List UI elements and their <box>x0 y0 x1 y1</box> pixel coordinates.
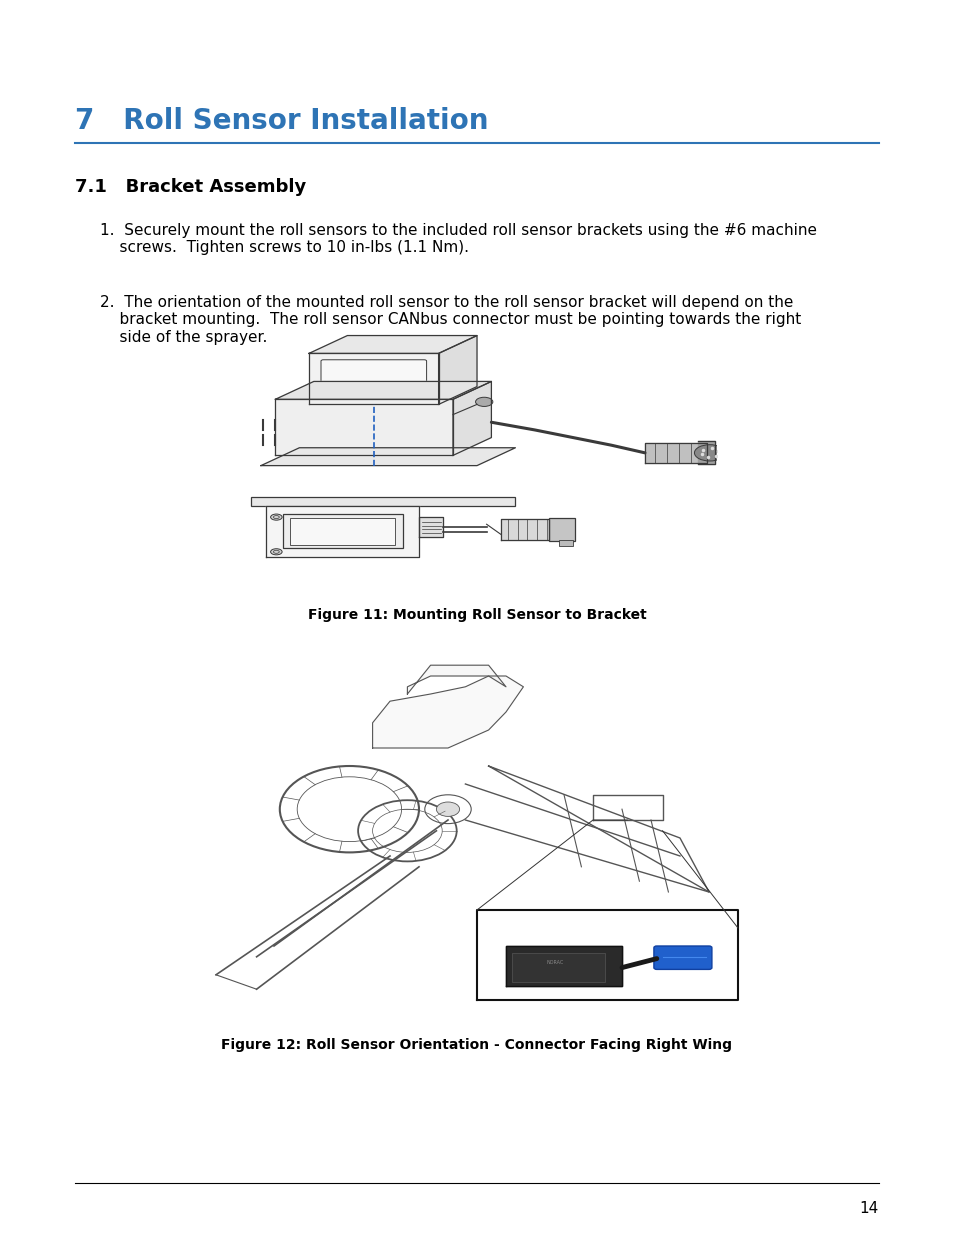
Text: 14: 14 <box>859 1200 878 1216</box>
Polygon shape <box>697 441 714 464</box>
Polygon shape <box>407 666 505 694</box>
Bar <box>282 514 402 548</box>
Text: 1.  Securely mount the roll sensors to the included roll sensor brackets using t: 1. Securely mount the roll sensors to th… <box>100 224 816 256</box>
Text: 7.1   Bracket Assembly: 7.1 Bracket Assembly <box>75 178 306 196</box>
Polygon shape <box>500 519 548 540</box>
Polygon shape <box>373 676 523 748</box>
Polygon shape <box>266 506 419 557</box>
Bar <box>558 541 573 546</box>
Polygon shape <box>261 448 515 466</box>
FancyBboxPatch shape <box>653 946 711 969</box>
Circle shape <box>271 548 282 555</box>
Text: 7   Roll Sensor Installation: 7 Roll Sensor Installation <box>75 107 488 135</box>
Bar <box>548 517 575 541</box>
Polygon shape <box>438 336 476 404</box>
Text: NORAC: NORAC <box>546 960 563 965</box>
Polygon shape <box>275 382 491 399</box>
Bar <box>511 953 604 982</box>
Circle shape <box>475 398 493 406</box>
Text: Figure 12: Roll Sensor Orientation - Connector Facing Right Wing: Figure 12: Roll Sensor Orientation - Con… <box>221 1037 732 1052</box>
Polygon shape <box>644 442 707 463</box>
Text: 2.  The orientation of the mounted roll sensor to the roll sensor bracket will d: 2. The orientation of the mounted roll s… <box>100 295 801 345</box>
Circle shape <box>694 445 724 461</box>
Polygon shape <box>453 382 491 456</box>
Polygon shape <box>275 399 453 456</box>
Circle shape <box>436 802 459 816</box>
Polygon shape <box>419 516 443 537</box>
Polygon shape <box>476 910 738 1000</box>
Bar <box>252 498 515 506</box>
Polygon shape <box>309 336 476 353</box>
FancyBboxPatch shape <box>320 359 426 398</box>
Polygon shape <box>505 946 621 986</box>
Polygon shape <box>309 353 438 404</box>
Text: Figure 11: Mounting Roll Sensor to Bracket: Figure 11: Mounting Roll Sensor to Brack… <box>307 608 646 622</box>
Circle shape <box>271 514 282 520</box>
Bar <box>290 517 395 545</box>
